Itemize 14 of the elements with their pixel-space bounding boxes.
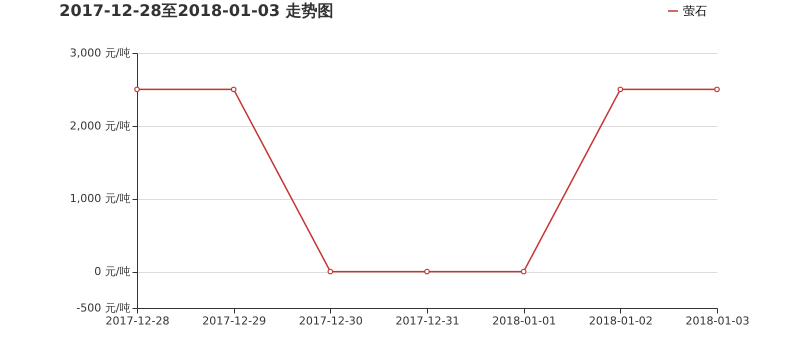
x-tick-label: 2017-12-31 <box>396 314 460 328</box>
x-tick-label: 2018-01-02 <box>588 314 653 328</box>
y-tick-label: 1,000 元/吨 <box>70 192 130 206</box>
y-tick-label: 0 元/吨 <box>94 265 130 278</box>
legend-label: 萤石 <box>683 4 707 18</box>
y-tick-label: 3,000 元/吨 <box>70 46 130 60</box>
x-tick-label: 2018-01-03 <box>686 314 750 328</box>
x-tick-label: 2017-12-29 <box>202 314 266 328</box>
x-tick-label: 2017-12-30 <box>298 314 363 328</box>
y-tick-label: -500 元/吨 <box>76 302 130 314</box>
chart-title: 2017-12-28至2018-01-03 走势图 <box>59 1 334 20</box>
x-tick-label: 2018-01-01 <box>492 314 556 328</box>
y-tick-label: 2,000 元/吨 <box>70 119 130 132</box>
x-tick-label: 2017-12-28 <box>106 314 170 328</box>
